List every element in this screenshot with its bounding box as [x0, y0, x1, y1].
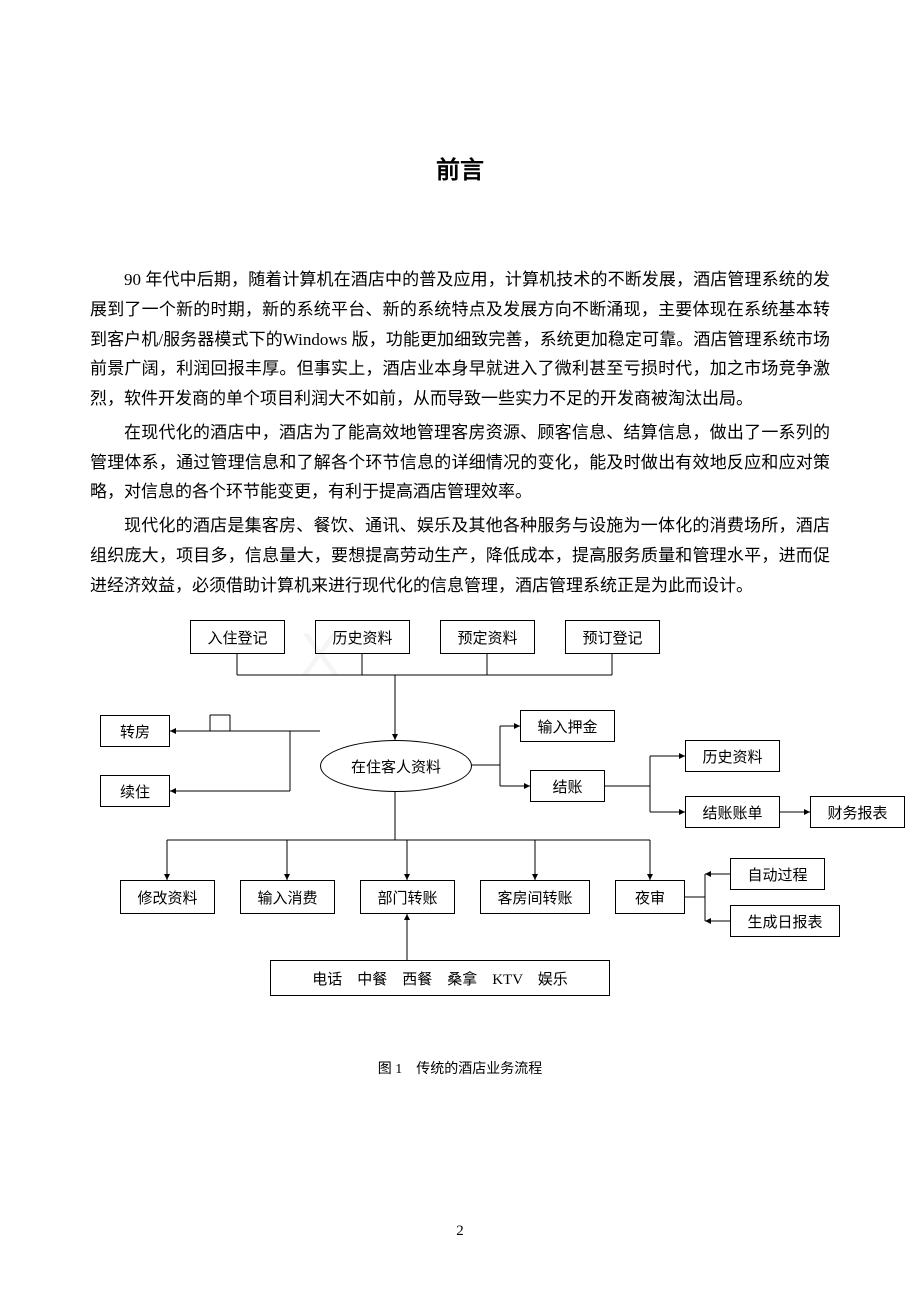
flowchart: 入住登记历史资料预定资料预订登记转房续住输入押金结账历史资料结账账单财务报表修改…: [90, 620, 910, 1040]
flow-node: 历史资料: [685, 740, 780, 772]
flow-node: 修改资料: [120, 880, 215, 914]
flow-node: 结账账单: [685, 796, 780, 828]
flow-center: 在住客人资料: [320, 740, 472, 792]
paragraph: 在现代化的酒店中，酒店为了能高效地管理客房资源、顾客信息、结算信息，做出了一系列…: [90, 418, 830, 507]
flow-node: 结账: [530, 770, 605, 802]
flow-node: 预订登记: [565, 620, 660, 654]
figure-caption: 图 1 传统的酒店业务流程: [90, 1058, 830, 1078]
flow-node: 转房: [100, 715, 170, 747]
paragraph: 现代化的酒店是集客房、餐饮、通讯、娱乐及其他各种服务与设施为一体化的消费场所，酒…: [90, 511, 830, 600]
flow-node: 入住登记: [190, 620, 285, 654]
flow-node: 财务报表: [810, 796, 905, 828]
page-number: 2: [0, 1223, 920, 1240]
flow-node: 续住: [100, 775, 170, 807]
flow-node: 夜审: [615, 880, 685, 914]
flow-node: 输入押金: [520, 710, 615, 742]
flow-node: 历史资料: [315, 620, 410, 654]
flow-node: 生成日报表: [730, 905, 840, 937]
flow-node: 部门转账: [360, 880, 455, 914]
paragraph: 90 年代中后期，随着计算机在酒店中的普及应用，计算机技术的不断发展，酒店管理系…: [90, 265, 830, 414]
flow-node: 预定资料: [440, 620, 535, 654]
flow-node: 自动过程: [730, 858, 825, 890]
page-title: 前言: [90, 150, 830, 185]
flow-node: 客房间转账: [480, 880, 590, 914]
flow-node: 电话 中餐 西餐 桑拿 KTV 娱乐: [270, 960, 610, 996]
flow-node: 输入消费: [240, 880, 335, 914]
